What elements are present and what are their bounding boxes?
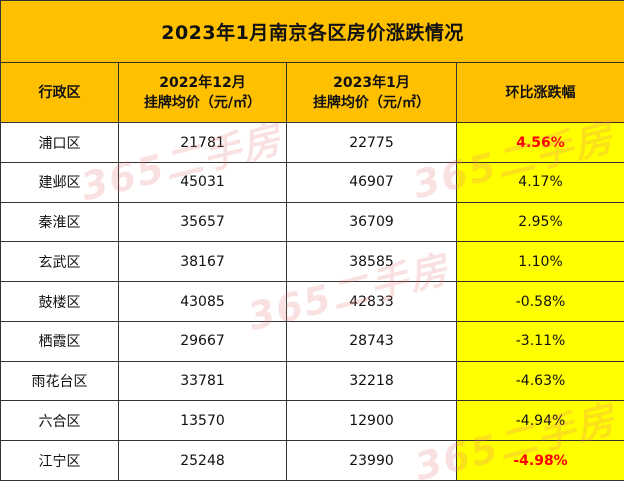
district-cell: 六合区 bbox=[1, 401, 119, 441]
change-cell: -0.58% bbox=[457, 282, 624, 322]
dec-price-cell: 38167 bbox=[119, 242, 287, 282]
table-row: 雨花台区 33781 32218 -4.63% bbox=[1, 361, 624, 401]
district-cell: 秦淮区 bbox=[1, 202, 119, 242]
jan-price-cell: 28743 bbox=[287, 321, 457, 361]
district-cell: 浦口区 bbox=[1, 123, 119, 163]
title-row: 2023年1月南京各区房价涨跌情况 bbox=[1, 1, 624, 63]
change-cell: 4.17% bbox=[457, 163, 624, 203]
table-title: 2023年1月南京各区房价涨跌情况 bbox=[1, 1, 624, 63]
district-cell: 鼓楼区 bbox=[1, 282, 119, 322]
table-row: 玄武区 38167 38585 1.10% bbox=[1, 242, 624, 282]
dec-price-cell: 33781 bbox=[119, 361, 287, 401]
header-jan-price: 2023年1月 挂牌均价（元/㎡） bbox=[287, 63, 457, 123]
header-dec-price: 2022年12月 挂牌均价（元/㎡） bbox=[119, 63, 287, 123]
header-jan-line1: 2023年1月 bbox=[287, 73, 456, 93]
table-row: 六合区 13570 12900 -4.94% bbox=[1, 401, 624, 441]
district-cell: 建邺区 bbox=[1, 163, 119, 203]
district-cell: 栖霞区 bbox=[1, 321, 119, 361]
dec-price-cell: 25248 bbox=[119, 441, 287, 481]
jan-price-cell: 42833 bbox=[287, 282, 457, 322]
district-cell: 江宁区 bbox=[1, 441, 119, 481]
table-row: 浦口区 21781 22775 4.56% bbox=[1, 123, 624, 163]
jan-price-cell: 38585 bbox=[287, 242, 457, 282]
table-row: 秦淮区 35657 36709 2.95% bbox=[1, 202, 624, 242]
change-cell: 4.56% bbox=[457, 123, 624, 163]
header-district: 行政区 bbox=[1, 63, 119, 123]
jan-price-cell: 46907 bbox=[287, 163, 457, 203]
dec-price-cell: 29667 bbox=[119, 321, 287, 361]
change-cell: -3.11% bbox=[457, 321, 624, 361]
jan-price-cell: 23990 bbox=[287, 441, 457, 481]
dec-price-cell: 13570 bbox=[119, 401, 287, 441]
dec-price-cell: 43085 bbox=[119, 282, 287, 322]
change-cell: 2.95% bbox=[457, 202, 624, 242]
jan-price-cell: 36709 bbox=[287, 202, 457, 242]
price-change-sheet: 2023年1月南京各区房价涨跌情况 行政区 2022年12月 挂牌均价（元/㎡）… bbox=[0, 0, 624, 481]
jan-price-cell: 32218 bbox=[287, 361, 457, 401]
dec-price-cell: 35657 bbox=[119, 202, 287, 242]
header-jan-line2: 挂牌均价（元/㎡） bbox=[287, 93, 456, 113]
jan-price-cell: 12900 bbox=[287, 401, 457, 441]
dec-price-cell: 21781 bbox=[119, 123, 287, 163]
change-cell: -4.98% bbox=[457, 441, 624, 481]
price-table: 2023年1月南京各区房价涨跌情况 行政区 2022年12月 挂牌均价（元/㎡）… bbox=[0, 0, 624, 481]
table-row: 建邺区 45031 46907 4.17% bbox=[1, 163, 624, 203]
change-cell: 1.10% bbox=[457, 242, 624, 282]
header-row: 行政区 2022年12月 挂牌均价（元/㎡） 2023年1月 挂牌均价（元/㎡）… bbox=[1, 63, 624, 123]
header-dec-line1: 2022年12月 bbox=[119, 73, 286, 93]
header-change: 环比涨跌幅 bbox=[457, 63, 624, 123]
jan-price-cell: 22775 bbox=[287, 123, 457, 163]
header-dec-line2: 挂牌均价（元/㎡） bbox=[119, 93, 286, 113]
table-row: 鼓楼区 43085 42833 -0.58% bbox=[1, 282, 624, 322]
change-cell: -4.94% bbox=[457, 401, 624, 441]
district-cell: 雨花台区 bbox=[1, 361, 119, 401]
district-cell: 玄武区 bbox=[1, 242, 119, 282]
change-cell: -4.63% bbox=[457, 361, 624, 401]
table-row: 江宁区 25248 23990 -4.98% bbox=[1, 441, 624, 481]
table-row: 栖霞区 29667 28743 -3.11% bbox=[1, 321, 624, 361]
dec-price-cell: 45031 bbox=[119, 163, 287, 203]
